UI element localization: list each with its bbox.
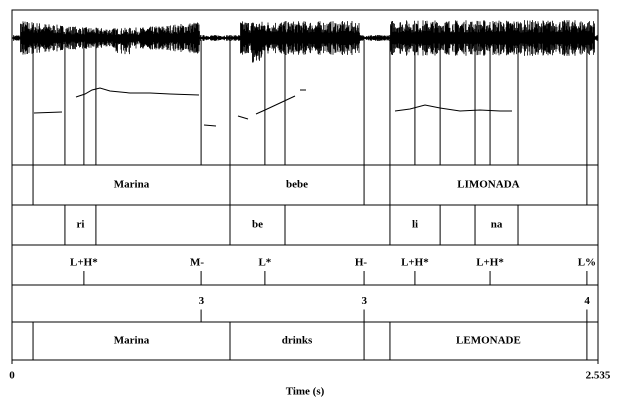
pitch-track: [33, 87, 512, 127]
waveform: [12, 20, 598, 63]
interval-label: drinks: [282, 335, 313, 347]
x-tick-label: 2.535: [586, 370, 611, 382]
frame: [11, 9, 599, 361]
point-label: H-: [355, 257, 368, 269]
point-label: L+H*: [401, 257, 429, 269]
interval-label: Marina: [114, 179, 150, 191]
interval-label: LIMONADA: [457, 179, 519, 191]
point-label: M-: [190, 257, 204, 269]
interval-label: LEMONADE: [456, 335, 521, 347]
point-label: 3: [362, 295, 368, 307]
point-label: 3: [199, 295, 205, 307]
interval-label: li: [412, 219, 418, 231]
interval-label: be: [252, 219, 263, 231]
point-label: 4: [584, 295, 590, 307]
x-axis-label: Time (s): [286, 386, 325, 398]
point-label: L+H*: [70, 257, 98, 269]
point-label: L+H*: [476, 257, 504, 269]
point-label: L%: [578, 257, 596, 269]
interval-label: ri: [76, 219, 84, 231]
interval-label: na: [491, 219, 503, 231]
x-tick-label: 0: [9, 370, 15, 382]
point-label: L*: [258, 257, 271, 269]
interval-label: Marina: [114, 335, 150, 347]
interval-label: bebe: [286, 179, 308, 191]
